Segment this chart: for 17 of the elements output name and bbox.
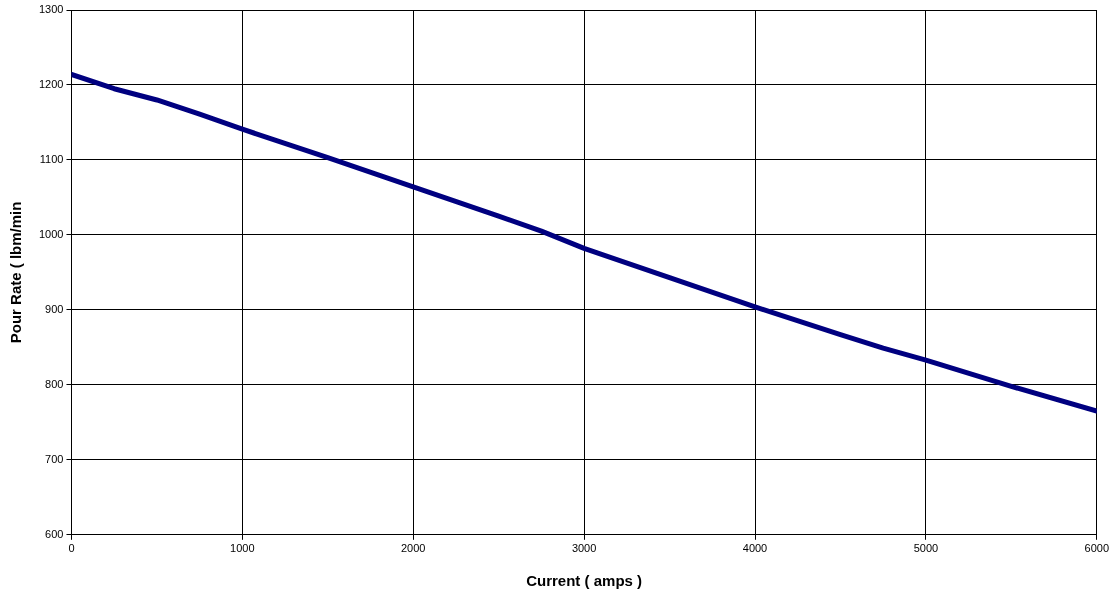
y-tick-label: 1000 bbox=[38, 227, 64, 240]
y-tick-label: 1200 bbox=[38, 78, 64, 90]
y-tick-label: 700 bbox=[45, 452, 64, 465]
x-tick-label: 3000 bbox=[571, 542, 597, 555]
x-tick-label: 5000 bbox=[913, 542, 939, 555]
y-tick-label: 900 bbox=[45, 302, 64, 315]
x-tick-label: 4000 bbox=[742, 542, 768, 555]
x-tick-label: 0 bbox=[68, 542, 75, 555]
y-tick-label: 1100 bbox=[39, 152, 64, 165]
y-tick-label: 1300 bbox=[38, 3, 64, 16]
y-tick-label: 800 bbox=[45, 377, 64, 390]
y-axis-title: Pour Rate ( lbm/min bbox=[7, 201, 25, 344]
x-tick-label: 2000 bbox=[400, 542, 426, 555]
y-tick-label: 600 bbox=[45, 527, 64, 540]
x-tick-label: 6000 bbox=[1084, 542, 1110, 555]
x-axis-title: Current ( amps ) bbox=[526, 572, 643, 590]
x-tick-label: 1000 bbox=[230, 542, 255, 555]
